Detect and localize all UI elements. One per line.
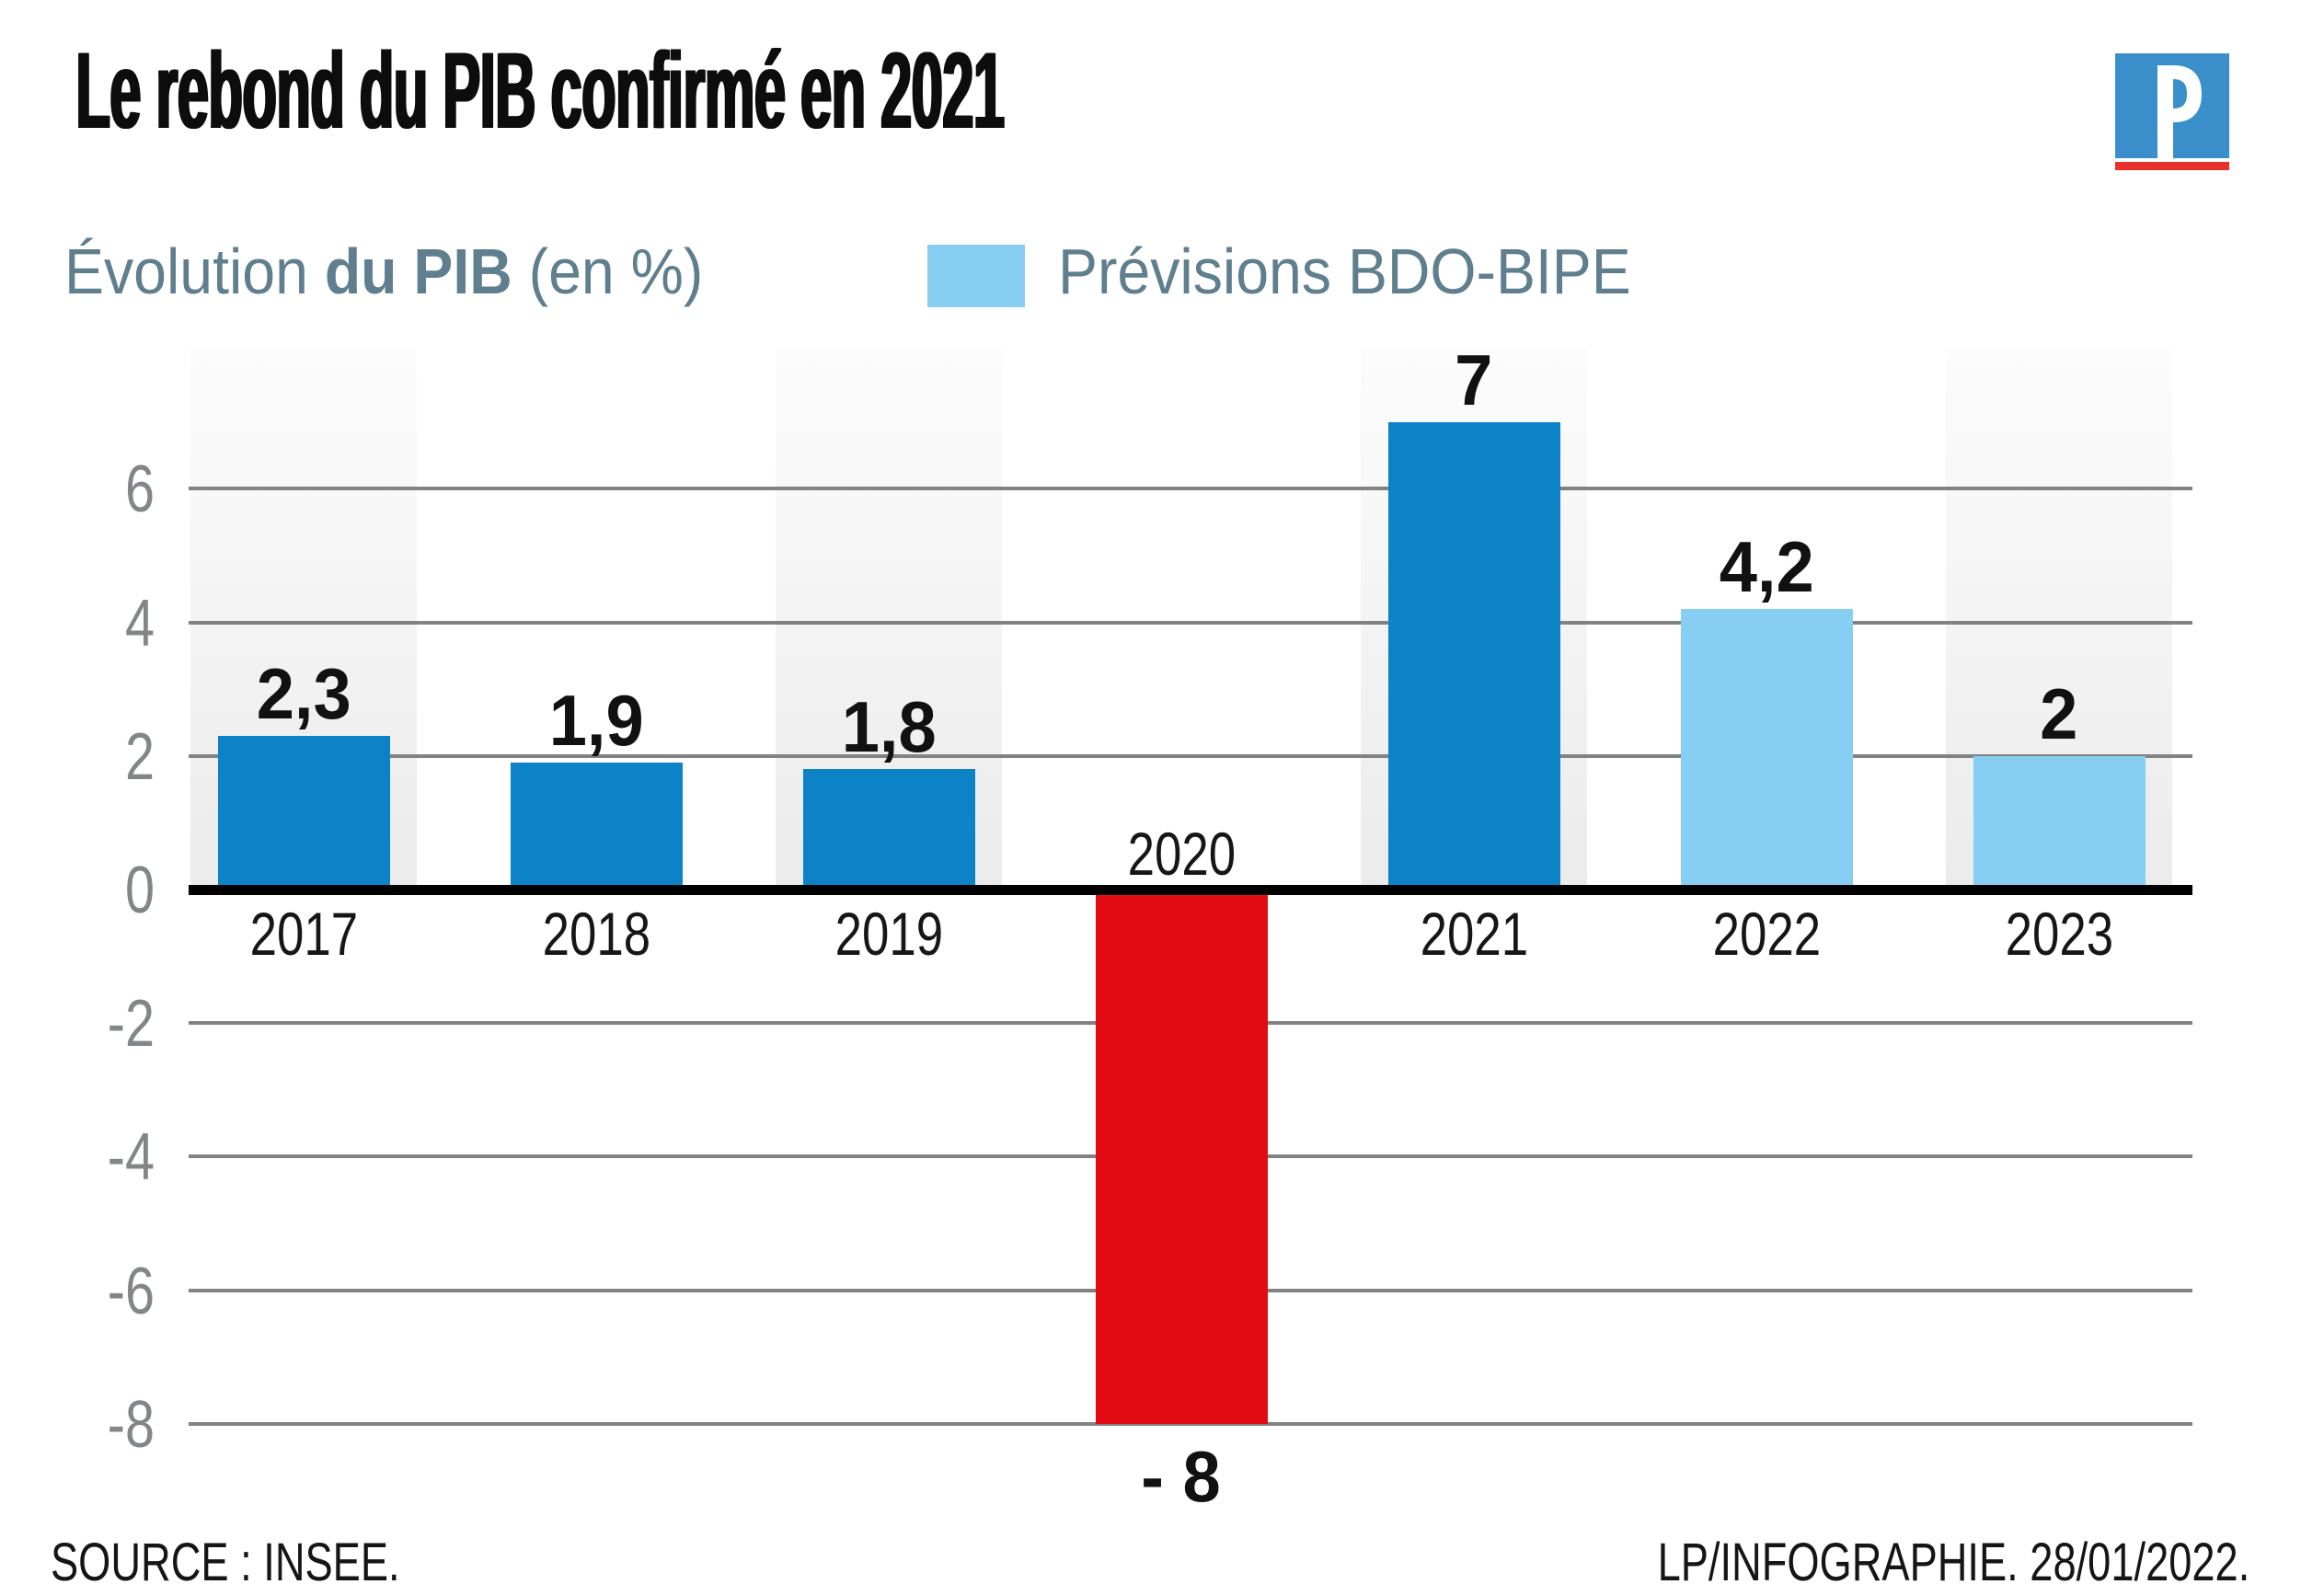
gridline-4: [189, 620, 2192, 625]
year-label-2022: 2022: [1712, 900, 1821, 968]
logo-p-icon: [2157, 65, 2202, 158]
x-axis-line: [189, 885, 2192, 895]
year-label-2020: 2020: [1127, 820, 1236, 888]
year-label-2019: 2019: [834, 900, 943, 968]
year-label-2021: 2021: [1420, 900, 1528, 968]
y-axis-label--8: -8: [107, 1387, 155, 1462]
bar-2017: [217, 736, 390, 885]
bar-2023: [1973, 755, 2146, 885]
subtitle-prefix: Évolution: [64, 235, 325, 307]
bar-2022: [1680, 609, 1853, 885]
subtitle-suffix: (en %): [512, 235, 704, 307]
value-label-2017: 2,3: [256, 653, 351, 735]
y-axis-label--4: -4: [107, 1120, 155, 1195]
y-axis-label-2: 2: [124, 719, 155, 794]
y-axis-label-4: 4: [124, 586, 155, 660]
infographic-credit: LP/INFOGRAPHIE. 28/01/2022.: [1657, 1533, 2249, 1592]
legend-label-forecast: Prévisions BDO-BIPE: [1058, 235, 1631, 307]
y-axis-label-6: 6: [124, 453, 155, 527]
value-label-2023: 2: [2040, 672, 2078, 754]
value-label-2020: - 8: [1141, 1435, 1222, 1517]
chart-subtitle: Évolution du PIB (en %): [64, 232, 703, 313]
gridline--8: [189, 1421, 2192, 1426]
year-label-2017: 2017: [249, 900, 358, 968]
year-label-2023: 2023: [2005, 900, 2113, 968]
bar-2019: [802, 769, 975, 885]
y-axis-label-0: 0: [124, 854, 155, 927]
bar-2020: [1095, 895, 1268, 1424]
bar-2018: [510, 763, 683, 885]
page-title: Le rebond du PIB confirmé en 2021: [75, 30, 1005, 152]
gridline-2: [189, 753, 2192, 758]
year-label-2018: 2018: [542, 900, 650, 968]
bar-2021: [1387, 421, 1560, 885]
gridline-6: [189, 487, 2192, 491]
source-credit: SOURCE : INSEE.: [51, 1533, 400, 1592]
subtitle-emphasis: du PIB: [324, 235, 512, 307]
value-label-2021: 7: [1455, 339, 1493, 420]
value-label-2019: 1,8: [841, 686, 937, 768]
logo-underline: [2115, 162, 2229, 170]
y-axis-label--2: -2: [107, 987, 155, 1062]
legend-swatch-forecast: [927, 245, 1025, 307]
value-label-2018: 1,9: [548, 680, 644, 762]
newspaper-logo: [2115, 53, 2229, 170]
y-axis-label--6: -6: [107, 1254, 155, 1328]
value-label-2022: 4,2: [1719, 526, 1814, 608]
